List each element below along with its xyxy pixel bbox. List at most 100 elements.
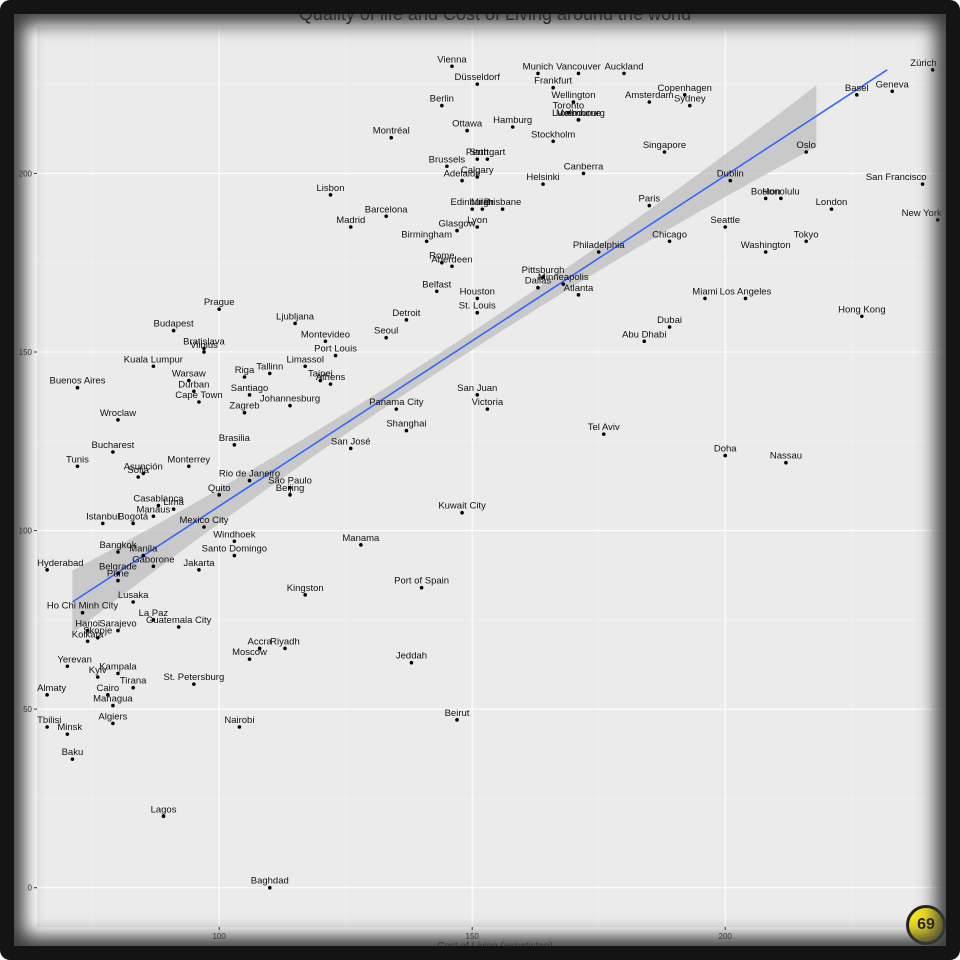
data-point (596, 250, 601, 254)
data-point (217, 307, 221, 311)
data-point (384, 335, 388, 340)
data-point (288, 403, 292, 408)
data-point (409, 660, 414, 665)
data-point (247, 657, 252, 661)
point-label: Skopje (83, 626, 112, 637)
point-label: Warsaw (172, 369, 206, 380)
data-point (551, 85, 555, 90)
data-point (465, 128, 469, 133)
chart-title: Quality of life and Cost of Living aroun… (298, 4, 692, 24)
point-label: San Francisco (866, 172, 927, 183)
data-point (333, 353, 338, 358)
point-label: Yerevan (57, 654, 92, 665)
point-label: Singapore (643, 140, 686, 151)
data-point (890, 89, 895, 94)
data-point (318, 378, 323, 383)
data-point (116, 418, 120, 422)
point-label: Hanoi (75, 619, 100, 630)
data-point (131, 685, 135, 690)
point-label: Belfast (422, 279, 451, 290)
data-point (141, 553, 146, 558)
point-label: Sarajevo (99, 619, 137, 630)
data-point (232, 553, 237, 558)
point-label: Los Angeles (720, 286, 772, 297)
point-label: Rio de Janeiro (219, 469, 280, 480)
y-tick-label: 150 (19, 348, 33, 357)
data-point (217, 493, 221, 497)
data-point (303, 364, 308, 369)
point-label: Shanghai (386, 419, 426, 430)
point-label: Pune (107, 569, 129, 580)
point-label: Tel Aviv (588, 422, 620, 433)
point-label: Seoul (374, 326, 398, 337)
point-label: Barcelona (365, 204, 408, 215)
point-label: Bangkok (99, 540, 136, 551)
point-label: Seattle (710, 215, 740, 226)
point-label: Moscow (232, 647, 267, 658)
point-label: Kuwait City (438, 501, 486, 512)
point-label: Helsinki (526, 172, 559, 183)
data-point (106, 693, 110, 697)
point-label: Buenos Aires (49, 376, 105, 387)
data-point (561, 282, 566, 286)
point-label: Sydney (674, 94, 706, 105)
point-label: Bogotá (118, 511, 149, 522)
data-point (328, 193, 333, 197)
point-label: Panama City (369, 397, 424, 408)
data-point (348, 225, 353, 229)
point-label: Baghdad (251, 876, 289, 887)
data-point (116, 578, 120, 583)
data-point (202, 525, 206, 529)
point-label: Monterrey (167, 454, 210, 465)
data-point (450, 264, 454, 269)
point-label: Sofia (127, 465, 149, 476)
point-label: Madrid (336, 215, 365, 226)
point-label: Johannesburg (260, 394, 320, 405)
point-label: Belgrade (99, 561, 137, 572)
point-label: Algiers (98, 711, 127, 722)
data-point (95, 635, 100, 640)
point-label: Lima (163, 497, 184, 508)
data-point (485, 157, 490, 161)
y-tick-label: 100 (19, 527, 33, 536)
data-point (156, 503, 161, 508)
data-point (288, 493, 292, 497)
point-label: New York (902, 208, 942, 219)
point-label: Ho Chi Minh City (47, 601, 119, 612)
point-label: Casablanca (133, 494, 184, 505)
point-label: Tallinn (256, 361, 283, 372)
data-point (541, 275, 545, 279)
point-label: Brisbane (484, 197, 522, 208)
data-point (303, 593, 308, 597)
x-axis-label: Cost of Living (expatistan) (437, 941, 553, 952)
point-label: Canberra (564, 161, 604, 172)
data-point (131, 521, 135, 526)
data-point (111, 721, 115, 726)
data-point (242, 375, 247, 379)
point-label: Guatemala City (146, 615, 212, 626)
point-label: Honolulu (762, 186, 800, 197)
data-point (267, 885, 272, 890)
data-point (662, 150, 667, 154)
point-label: Zürich (910, 58, 936, 69)
point-label: Brussels (429, 154, 466, 165)
y-tick-label: 0 (28, 884, 33, 893)
point-label: Geneva (876, 79, 910, 90)
point-label: Milan (471, 197, 494, 208)
data-point (70, 757, 75, 761)
point-label: Istanbul (86, 511, 119, 522)
logo-badge: 69 (906, 905, 946, 945)
point-label: Luxembourg (552, 108, 605, 119)
point-label: Basel (845, 83, 869, 94)
data-point (404, 428, 409, 433)
data-point (323, 339, 328, 344)
point-label: Taipei (308, 369, 333, 380)
point-label: Nassau (770, 451, 802, 462)
point-label: Riyadh (270, 636, 300, 647)
data-point (860, 314, 864, 319)
point-label: Beirut (445, 708, 470, 719)
data-point (65, 732, 70, 736)
point-label: Adelaide (444, 169, 481, 180)
data-point (475, 82, 480, 86)
point-label: Nairobi (224, 715, 254, 726)
